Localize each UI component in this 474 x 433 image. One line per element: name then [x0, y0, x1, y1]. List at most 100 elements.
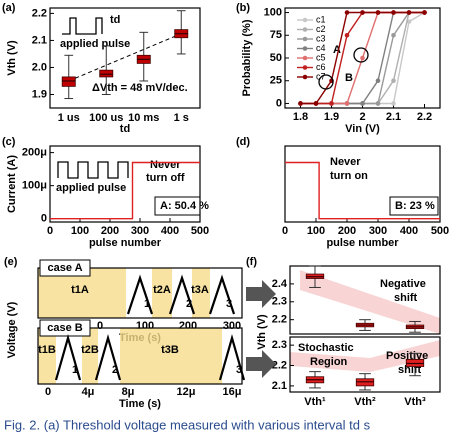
y-tick-label: 2.3: [272, 296, 287, 308]
legend-marker: [302, 36, 308, 42]
plot-frame: [289, 265, 441, 335]
pulse-number: 1: [144, 298, 150, 310]
x-tick-label: 300: [131, 225, 149, 237]
x-tick-label: 12μ: [177, 386, 196, 398]
x-tick-label: 16μ: [223, 386, 242, 398]
caption: Fig. 2. (a) Threshold voltage measured w…: [4, 417, 371, 432]
interval-label: t1A: [71, 284, 89, 296]
legend-label: c5: [316, 52, 326, 62]
annotation: applied pulse: [60, 38, 130, 50]
annotation-box: [389, 196, 439, 216]
legend-label: c4: [316, 43, 326, 53]
y-tick-label: 2.2: [272, 359, 287, 371]
data-point: [422, 10, 427, 15]
annotation: Never: [150, 159, 181, 171]
annotation: Region: [310, 356, 348, 368]
annotation: applied pulse: [56, 182, 126, 194]
annotation: shift: [394, 292, 418, 304]
y-tick-label: 1.9: [32, 88, 47, 100]
annotation: Stochastic: [298, 342, 354, 354]
y-tick-label: 100: [264, 6, 282, 18]
legend-label: c3: [316, 33, 326, 43]
legend-marker: [302, 17, 308, 23]
case-label: case B: [47, 322, 83, 334]
x-tick-label: 1 s: [174, 112, 189, 124]
y-tick-label: 75: [270, 29, 282, 41]
data-point: [360, 55, 365, 61]
data-point: [375, 10, 381, 15]
y-tick-label: 2.2: [272, 314, 287, 326]
y-tick-label: 2.0: [32, 61, 47, 73]
interval-label: t1B: [38, 344, 56, 356]
x-tick-label: 2.2: [417, 111, 432, 123]
x-tick-label: 0: [282, 225, 288, 237]
pulse-triangle: [94, 333, 122, 381]
y-tick-label: 2.2: [32, 7, 47, 19]
pulse-number: 2: [112, 364, 118, 376]
pulse-number: 1: [72, 364, 78, 376]
plot-frame: [49, 145, 201, 223]
y-tick-label: 0: [276, 97, 282, 109]
y-axis-label: Vth (V): [6, 40, 18, 76]
highlight-band: [290, 340, 440, 372]
x-axis-label: Time (s): [119, 398, 161, 410]
panel-label: (e): [4, 256, 18, 268]
y-tick-label: 200μ: [22, 147, 47, 159]
x-tick-label: 2.1: [386, 111, 401, 123]
x-tick-label: 100: [71, 225, 89, 237]
y-axis-label: Voltage (V): [6, 301, 18, 358]
x-tick-label: 100 us: [89, 112, 123, 124]
box: [61, 76, 76, 87]
pulse-triangle: [54, 333, 82, 381]
highlight: [318, 74, 334, 90]
data-point: [406, 10, 412, 15]
y-tick-label: 2.3: [272, 339, 287, 351]
interval-shade: [152, 268, 172, 318]
pulse-triangle: [208, 274, 236, 315]
data-point: [344, 10, 350, 15]
pulse-triangle: [168, 274, 196, 315]
x-axis-label: Vin (V): [345, 123, 380, 135]
interval-label: t2A: [153, 284, 171, 296]
annotation: B: [345, 72, 353, 84]
data-point: [329, 101, 334, 106]
y-axis-label: Probability (%): [241, 19, 253, 96]
highlight-band: [300, 270, 440, 334]
pulse-icon: [62, 17, 103, 35]
x-tick-label: Vth²: [354, 396, 376, 408]
data-point: [391, 10, 396, 15]
annotation: Never: [330, 156, 361, 168]
x-tick-label: 1 us: [58, 112, 80, 124]
legend-marker: [302, 55, 308, 61]
x-tick-label: Vth¹: [304, 396, 326, 408]
data-point: [313, 101, 319, 106]
x-tick-label: 300: [223, 320, 241, 332]
plot-frame: [37, 327, 243, 385]
legend-label: c2: [316, 24, 326, 34]
x-tick-label: 300: [369, 225, 387, 237]
panel-label: (f): [246, 256, 257, 268]
case-label: case A: [47, 262, 82, 274]
annotation-box: [154, 196, 201, 216]
x-axis-label: td: [120, 123, 130, 135]
interval-shade: [192, 268, 210, 318]
legend-label: c7: [316, 71, 326, 81]
x-tick-label: 2: [359, 111, 365, 123]
interval-label: t2B: [81, 344, 99, 356]
x-axis-label: pulse number: [326, 237, 399, 249]
plot-frame: [289, 336, 441, 393]
x-axis-label: pulse number: [89, 237, 162, 249]
y-tick-label: 100μ: [22, 180, 47, 192]
x-tick-label: 8μ: [122, 386, 135, 398]
annotation: td: [110, 14, 120, 26]
interval-label: t3B: [161, 344, 179, 356]
x-tick-label: 10 ms: [128, 112, 159, 124]
pulse-triangle: [218, 333, 246, 381]
data-point: [375, 101, 381, 106]
y-tick-label: 2.4: [272, 278, 288, 290]
y-tick-label: 2.1: [272, 380, 287, 392]
annotation: B: 23 %: [395, 200, 435, 212]
panel-label: (a): [2, 2, 16, 14]
annotation: A: 50.4 %: [160, 200, 209, 212]
highlight: [353, 47, 369, 63]
